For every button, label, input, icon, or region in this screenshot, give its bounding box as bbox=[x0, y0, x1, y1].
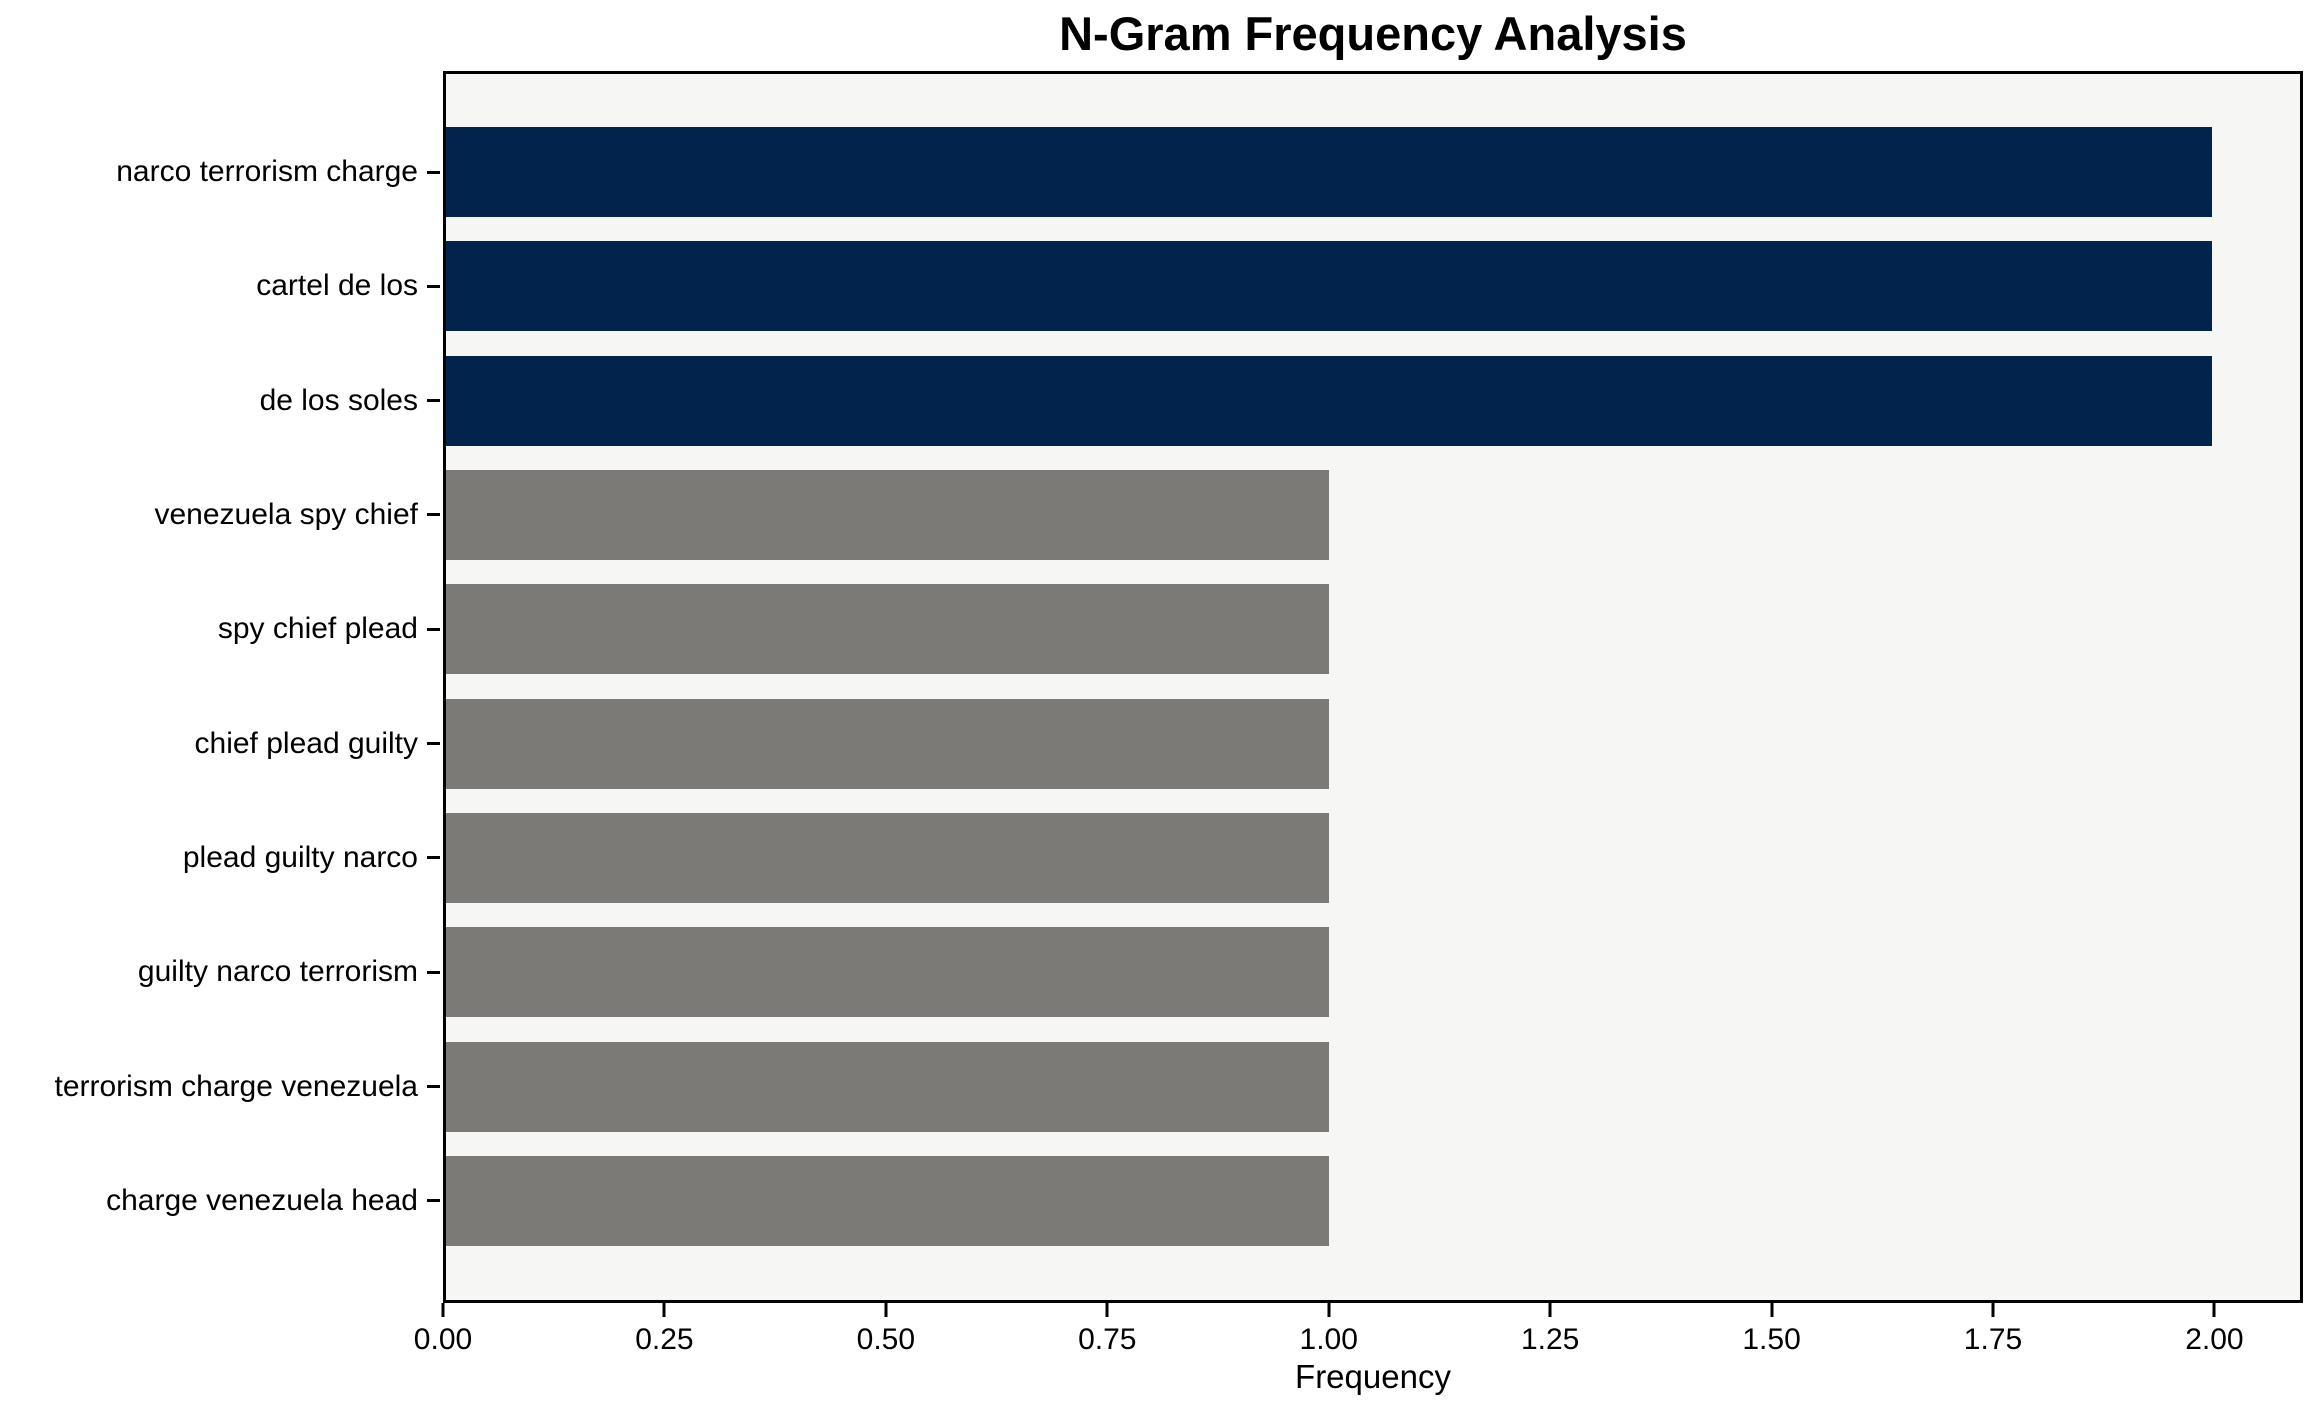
y-tick-label: narco terrorism charge bbox=[116, 155, 418, 188]
x-axis-title: Frequency bbox=[1295, 1358, 1451, 1395]
bar-row bbox=[446, 812, 2300, 903]
y-tick-row: spy chief plead bbox=[0, 584, 440, 674]
y-tick-label: venezuela spy chief bbox=[154, 497, 419, 531]
bar bbox=[446, 1041, 1329, 1132]
bars bbox=[446, 127, 2300, 1246]
x-tick-label: 1.00 bbox=[1299, 1323, 1358, 1356]
y-tick-row: cartel de los bbox=[0, 241, 440, 331]
x-tick-mark bbox=[662, 1303, 666, 1317]
x-tick-mark bbox=[2212, 1303, 2216, 1317]
y-tick-label: chief plead guilty bbox=[194, 726, 418, 760]
plot-area bbox=[443, 71, 2303, 1303]
bar bbox=[446, 469, 1329, 560]
y-tick-mark bbox=[427, 399, 440, 403]
x-tick-mark bbox=[1770, 1303, 1774, 1317]
y-tick-row: plead guilty narco bbox=[0, 813, 440, 903]
x-tick-mark bbox=[441, 1303, 445, 1317]
x-tick-mark bbox=[1105, 1303, 1109, 1317]
y-tick-label: plead guilty narco bbox=[182, 840, 418, 874]
y-tick-mark bbox=[427, 627, 440, 631]
bar-row bbox=[446, 469, 2300, 560]
bar bbox=[446, 927, 1329, 1018]
bar-row bbox=[446, 698, 2300, 789]
bar bbox=[446, 698, 1329, 789]
bar-row bbox=[446, 584, 2300, 675]
y-tick-row: chief plead guilty bbox=[0, 699, 440, 789]
x-tick-label: 1.50 bbox=[1742, 1323, 1801, 1356]
bar-row bbox=[446, 1155, 2300, 1246]
x-tick-label: 0.50 bbox=[856, 1323, 916, 1356]
y-tick-mark bbox=[427, 170, 440, 174]
y-tick-row: guilty narco terrorism bbox=[0, 927, 440, 1017]
y-tick-label: charge venezuela head bbox=[106, 1183, 418, 1217]
y-tick-label: guilty narco terrorism bbox=[137, 955, 418, 989]
y-tick-label: de los soles bbox=[259, 383, 418, 417]
bar bbox=[446, 1155, 1329, 1246]
y-tick-mark bbox=[427, 742, 440, 746]
x-tick-label: 1.25 bbox=[1520, 1323, 1580, 1356]
y-tick-label: spy chief plead bbox=[217, 612, 418, 646]
bar bbox=[446, 812, 1329, 903]
y-tick-row: venezuela spy chief bbox=[0, 470, 440, 560]
bar-row bbox=[446, 927, 2300, 1018]
x-tick-label: 2.00 bbox=[2185, 1323, 2244, 1356]
x-tick-mark bbox=[1991, 1303, 1995, 1317]
x-tick-label: 1.75 bbox=[1963, 1323, 2023, 1356]
y-tick-mark bbox=[427, 1085, 440, 1089]
x-tick-label: 0.75 bbox=[1078, 1323, 1137, 1356]
bar bbox=[446, 241, 2212, 332]
y-tick-row: charge venezuela head bbox=[0, 1156, 440, 1246]
y-axis-labels: narco terrorism charge cartel de los de lo… bbox=[0, 127, 440, 1246]
x-tick-label: 0.25 bbox=[635, 1323, 694, 1356]
chart-title: N-Gram Frequency Analysis bbox=[1059, 7, 1687, 60]
y-tick-mark bbox=[427, 284, 440, 288]
y-tick-row: de los soles bbox=[0, 356, 440, 446]
bar bbox=[446, 584, 1329, 675]
y-tick-mark bbox=[427, 856, 440, 860]
y-tick-label: terrorism charge venezuela bbox=[54, 1069, 418, 1103]
y-tick-mark bbox=[427, 970, 440, 974]
bar-row bbox=[446, 241, 2300, 332]
x-tick-mark bbox=[1327, 1303, 1331, 1317]
bar-row bbox=[446, 355, 2300, 446]
x-axis: 0.00 0.25 0.50 0.75 1.00 1.25 1.50 1.75 2.00 bbox=[414, 1303, 2303, 1393]
x-tick-label: 0.00 bbox=[413, 1323, 473, 1356]
bar bbox=[446, 355, 2212, 446]
y-tick-row: terrorism charge venezuela bbox=[0, 1042, 440, 1132]
y-tick-mark bbox=[427, 513, 440, 517]
y-tick-label: cartel de los bbox=[256, 269, 418, 303]
y-tick-row: narco terrorism charge bbox=[0, 127, 440, 217]
x-tick-mark bbox=[1548, 1303, 1552, 1317]
bar bbox=[446, 127, 2212, 217]
bar-row bbox=[446, 127, 2300, 217]
bar-row bbox=[446, 1041, 2300, 1132]
y-tick-mark bbox=[427, 1199, 440, 1203]
x-tick-mark bbox=[884, 1303, 888, 1317]
